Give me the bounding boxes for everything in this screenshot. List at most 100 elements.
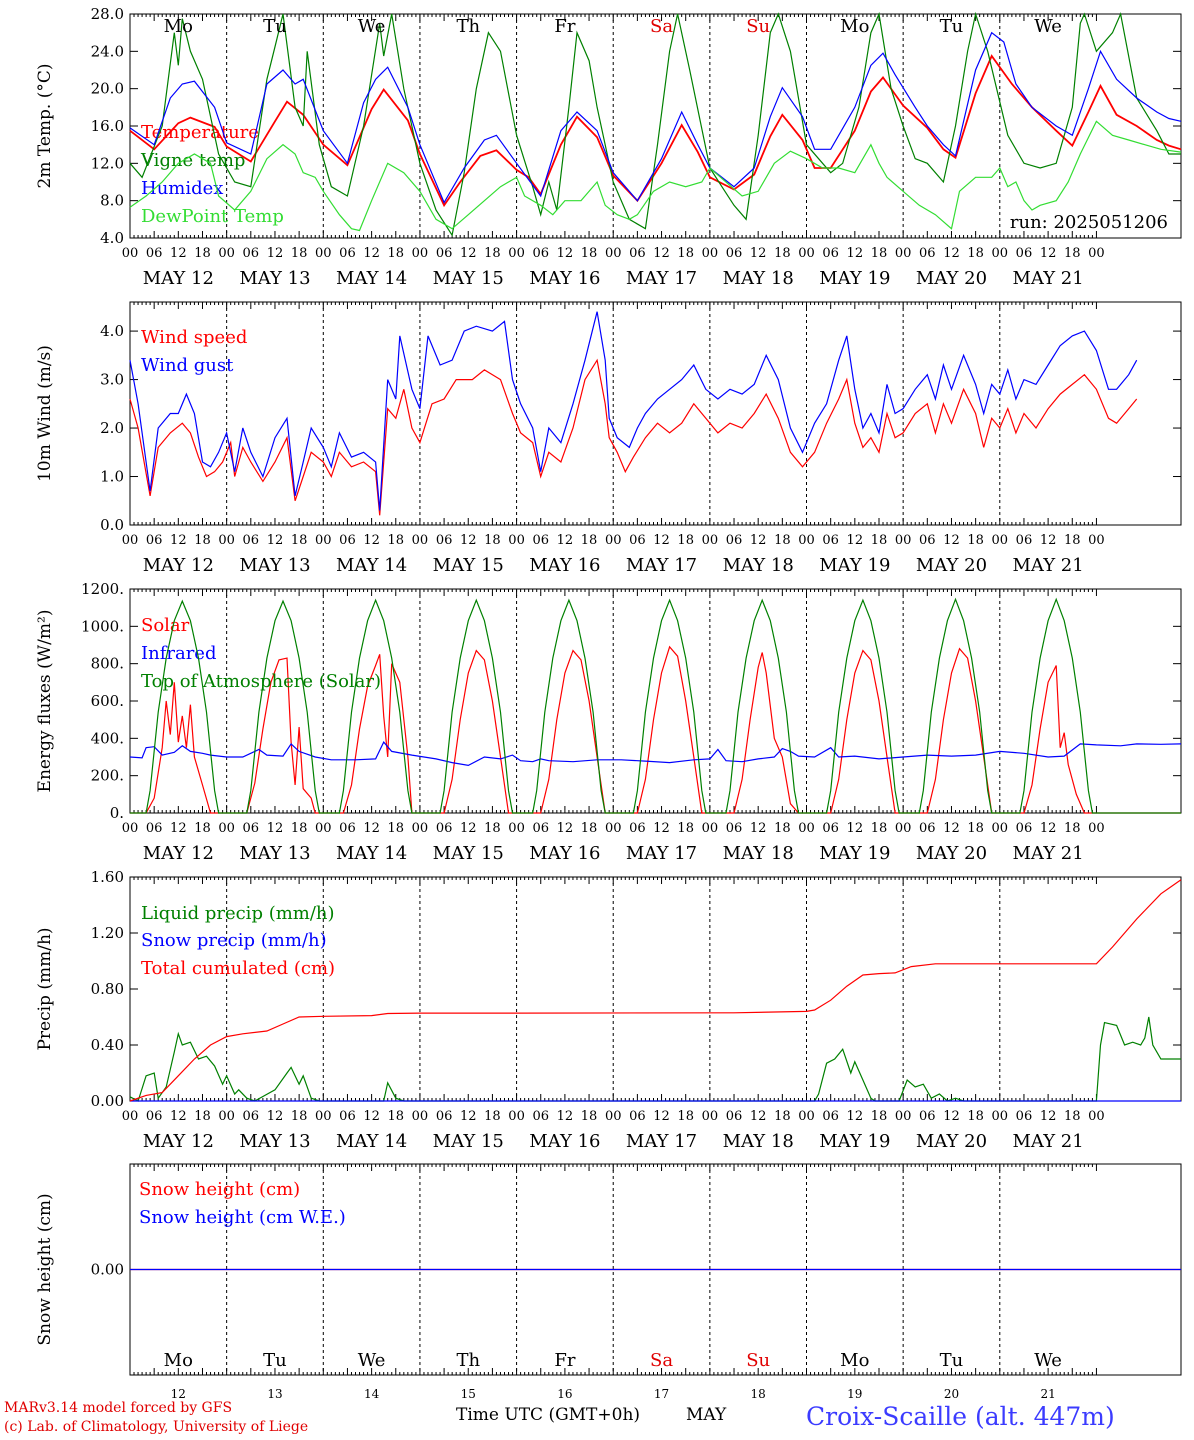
y-tick-label: 0. — [110, 804, 124, 822]
date-label: MAY 19 — [819, 555, 890, 576]
hour-tick-label: 00 — [605, 246, 622, 261]
date-label: MAY 13 — [239, 555, 310, 576]
day-number-label: 18 — [751, 1387, 766, 1401]
hour-tick-label: 12 — [750, 821, 767, 836]
hour-tick-label: 18 — [387, 821, 404, 836]
hour-tick-label: 00 — [1088, 1109, 1105, 1124]
day-name-label: Su — [746, 1350, 770, 1371]
hour-tick-label: 00 — [605, 821, 622, 836]
date-label: MAY 18 — [723, 1131, 794, 1152]
day-number-label: 12 — [171, 1387, 186, 1401]
y-tick-label: 4.0 — [100, 322, 124, 340]
hour-tick-label: 06 — [919, 533, 936, 548]
legend-entry: Top of Atmosphere (Solar) — [141, 671, 381, 692]
date-label: MAY 19 — [819, 843, 890, 864]
y-axis-label: Precip (mm/h) — [35, 927, 55, 1050]
hour-tick-label: 06 — [339, 246, 356, 261]
day-name-label: Th — [456, 1350, 480, 1371]
y-tick-label: 0.40 — [91, 1036, 124, 1054]
hour-tick-label: 06 — [339, 1109, 356, 1124]
hour-tick-label: 12 — [943, 1109, 960, 1124]
date-label: MAY 14 — [336, 555, 407, 576]
y-tick-label: 0.0 — [100, 516, 124, 534]
hour-tick-label: 06 — [822, 246, 839, 261]
date-label: MAY 13 — [239, 268, 310, 289]
hour-tick-label: 00 — [1088, 821, 1105, 836]
hour-tick-label: 06 — [629, 1109, 646, 1124]
panel-frame — [129, 301, 1182, 526]
hour-tick-label: 18 — [967, 246, 984, 261]
hour-tick-label: 00 — [702, 1109, 719, 1124]
hour-tick-label: 00 — [702, 821, 719, 836]
date-label: MAY 21 — [1013, 555, 1084, 576]
date-label: MAY 16 — [529, 843, 600, 864]
hour-tick-label: 18 — [677, 246, 694, 261]
day-name-label: Tu — [940, 16, 964, 37]
run-annotation: run: 2025051206 — [1010, 212, 1168, 233]
hour-tick-label: 12 — [847, 1109, 864, 1124]
legend-entry: Humidex — [141, 178, 223, 199]
hour-tick-label: 12 — [653, 821, 670, 836]
date-label: MAY 15 — [433, 843, 504, 864]
hour-tick-label: 18 — [484, 821, 501, 836]
hour-tick-label: 06 — [532, 533, 549, 548]
hour-tick-label: 18 — [581, 1109, 598, 1124]
date-label: MAY 16 — [529, 268, 600, 289]
hour-tick-label: 00 — [218, 1109, 235, 1124]
hour-tick-label: 00 — [315, 1109, 332, 1124]
y-tick-label: 1.60 — [91, 868, 124, 886]
date-label: MAY 17 — [626, 555, 697, 576]
series-line — [129, 1016, 1181, 1102]
hour-tick-label: 18 — [677, 1109, 694, 1124]
date-label: MAY 14 — [336, 1131, 407, 1152]
date-label: MAY 20 — [916, 555, 987, 576]
day-name-label: Tu — [940, 1350, 964, 1371]
y-tick-label: 400. — [91, 729, 124, 747]
hour-tick-label: 18 — [774, 821, 791, 836]
hour-tick-label: 18 — [387, 1109, 404, 1124]
hour-tick-label: 18 — [581, 533, 598, 548]
legend-entry: Infrared — [141, 643, 216, 664]
hour-tick-label: 06 — [919, 246, 936, 261]
hour-tick-label: 12 — [653, 246, 670, 261]
hour-tick-label: 18 — [484, 246, 501, 261]
day-name-label: Mo — [164, 1350, 193, 1371]
y-tick-label: 24.0 — [91, 42, 124, 60]
date-label: MAY 20 — [916, 268, 987, 289]
day-name-label: Th — [456, 16, 480, 37]
series-line — [129, 54, 1182, 208]
series-line — [130, 645, 1181, 814]
day-name-label: Sa — [650, 1350, 673, 1371]
hour-tick-label: 18 — [677, 533, 694, 548]
y-axis-label: Energy fluxes (W/m²) — [35, 610, 55, 793]
hour-tick-label: 06 — [436, 1109, 453, 1124]
hour-tick-label: 18 — [871, 821, 888, 836]
hour-tick-label: 00 — [315, 246, 332, 261]
day-name-label: We — [1034, 1350, 1062, 1371]
hour-tick-label: 18 — [194, 533, 211, 548]
hour-tick-label: 00 — [412, 1109, 429, 1124]
date-label: MAY 21 — [1013, 843, 1084, 864]
day-name-label: We — [358, 16, 386, 37]
day-name-label: Su — [746, 16, 770, 37]
hour-tick-label: 06 — [436, 246, 453, 261]
day-name-label: We — [358, 1350, 386, 1371]
hour-tick-label: 06 — [822, 1109, 839, 1124]
legend-entry: Wind gust — [141, 355, 234, 376]
date-label: MAY 17 — [626, 1131, 697, 1152]
hour-tick-label: 12 — [943, 246, 960, 261]
date-label: MAY 20 — [916, 843, 987, 864]
hour-tick-label: 00 — [122, 821, 139, 836]
hour-tick-label: 18 — [291, 533, 308, 548]
hour-tick-label: 06 — [243, 533, 260, 548]
day-number-label: 20 — [944, 1387, 959, 1401]
hour-tick-label: 06 — [629, 246, 646, 261]
hour-tick-label: 12 — [363, 246, 380, 261]
date-label: MAY 16 — [529, 1131, 600, 1152]
hour-tick-label: 18 — [194, 246, 211, 261]
day-name-label: Fr — [554, 16, 575, 37]
hour-tick-label: 12 — [170, 1109, 187, 1124]
hour-tick-label: 00 — [895, 246, 912, 261]
y-tick-label: 1.20 — [91, 924, 124, 942]
